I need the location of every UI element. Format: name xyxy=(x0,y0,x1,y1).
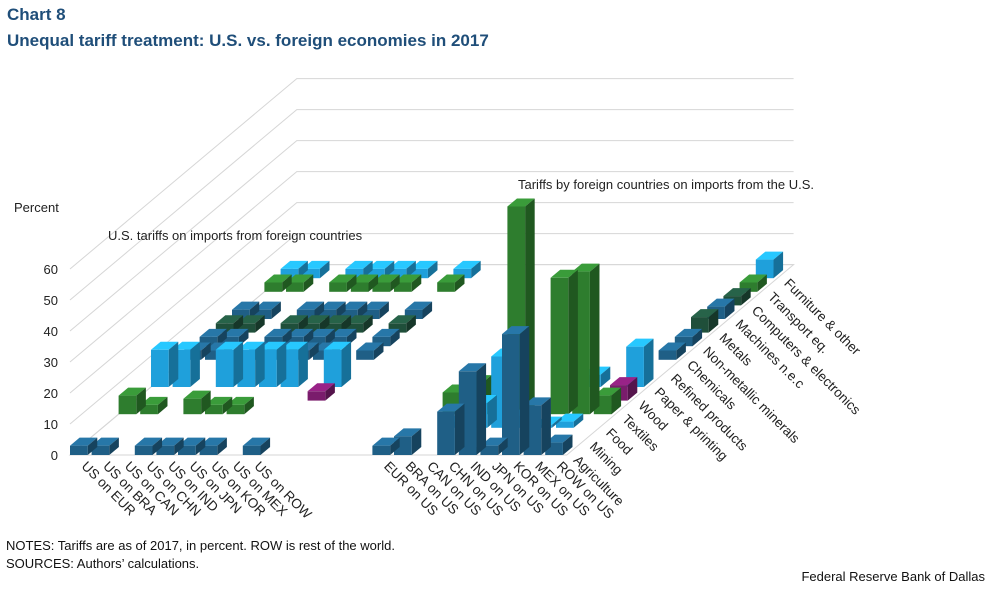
bar xyxy=(502,326,530,455)
bar xyxy=(350,274,379,292)
chart-title: Unequal tariff treatment: U.S. vs. forei… xyxy=(7,31,489,50)
bar xyxy=(329,274,357,292)
bar xyxy=(242,437,271,455)
bar xyxy=(280,315,308,333)
bar xyxy=(691,309,719,333)
gridline xyxy=(69,171,794,363)
sources-line: SOURCES: Authors’ calculations. xyxy=(6,556,200,571)
bar xyxy=(205,396,233,415)
bar xyxy=(453,260,481,279)
bar xyxy=(302,315,330,333)
bar xyxy=(215,341,244,387)
bar xyxy=(345,260,373,279)
y-tick-label: 30 xyxy=(44,355,58,370)
gridline xyxy=(69,109,794,301)
y-tick-label: 60 xyxy=(44,262,58,277)
bar xyxy=(70,437,98,455)
bar xyxy=(626,338,654,387)
bar xyxy=(480,437,508,455)
bar xyxy=(264,274,292,292)
bar xyxy=(739,274,767,292)
credit-line: Federal Reserve Bank of Dallas xyxy=(801,569,985,584)
bar xyxy=(437,403,465,455)
notes-line: NOTES: Tariffs are as of 2017, in percen… xyxy=(6,538,395,553)
bar xyxy=(410,260,438,279)
bar xyxy=(658,342,686,360)
bar xyxy=(226,396,254,415)
group-label-us: U.S. tariffs on imports from foreign cou… xyxy=(108,228,363,243)
bar xyxy=(356,342,384,360)
chart-number: Chart 8 xyxy=(7,5,66,24)
bar xyxy=(156,437,184,455)
bar xyxy=(134,437,163,455)
bar xyxy=(340,301,368,319)
bar xyxy=(550,269,578,415)
bar xyxy=(280,260,308,279)
y-axis-label: Percent xyxy=(14,200,59,215)
y-tick-label: 50 xyxy=(44,293,58,308)
y-tick-label: 20 xyxy=(44,386,58,401)
bar xyxy=(318,301,346,319)
bar xyxy=(199,437,227,455)
bar xyxy=(674,328,703,347)
bar xyxy=(232,301,260,319)
y-tick-label: 0 xyxy=(51,448,58,463)
bars-layer xyxy=(70,198,784,455)
bar xyxy=(755,251,784,279)
group-label-foreign: Tariffs by foreign countries on imports … xyxy=(518,177,814,192)
bar xyxy=(323,341,352,387)
bar xyxy=(237,315,265,333)
bar xyxy=(437,274,465,292)
gridline xyxy=(69,233,794,425)
bar xyxy=(361,301,389,319)
bar xyxy=(307,328,335,347)
y-axis: 0 10 20 30 40 50 60 Percent xyxy=(14,200,59,463)
gridline xyxy=(69,140,794,332)
bar xyxy=(323,315,352,333)
gridline xyxy=(69,202,794,394)
bar xyxy=(215,315,244,333)
y-tick-label: 40 xyxy=(44,324,58,339)
bar xyxy=(345,315,373,333)
bar xyxy=(394,274,422,292)
gridline xyxy=(69,78,794,270)
bar xyxy=(388,315,416,333)
bar xyxy=(151,341,179,387)
bar xyxy=(388,260,416,279)
bar xyxy=(556,413,584,428)
bar xyxy=(302,260,330,279)
chart-notes: NOTES: Tariffs are as of 2017, in percen… xyxy=(6,537,395,573)
bar xyxy=(118,387,146,415)
bar xyxy=(91,437,119,455)
bar xyxy=(140,396,168,415)
bar xyxy=(372,274,400,292)
bar xyxy=(367,260,395,279)
bar xyxy=(253,301,281,319)
bar xyxy=(372,437,400,455)
bar xyxy=(183,390,211,415)
bar xyxy=(286,274,314,292)
bar xyxy=(372,328,400,347)
bar xyxy=(307,383,335,401)
y-tick-label: 10 xyxy=(44,417,58,432)
bar xyxy=(199,328,227,347)
bar xyxy=(404,301,433,319)
bar xyxy=(178,437,206,455)
bar xyxy=(296,301,325,319)
